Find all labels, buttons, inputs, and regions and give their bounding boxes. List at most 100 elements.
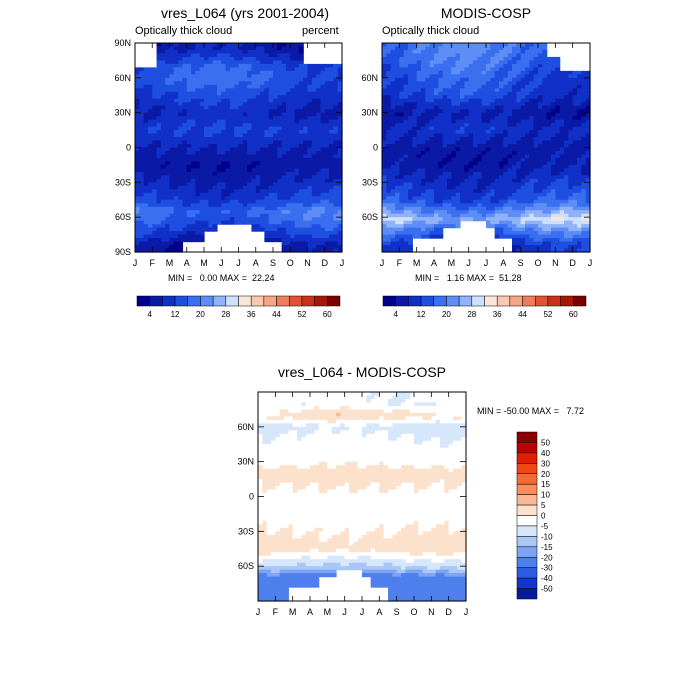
heatmap-cell (542, 81, 548, 86)
heatmap-cell (320, 130, 326, 135)
heatmap-cell (199, 56, 205, 62)
heatmap-cell (255, 109, 261, 114)
heatmap-cell (438, 203, 444, 208)
heatmap-cell (173, 203, 179, 208)
heatmap-cell (555, 70, 561, 75)
heatmap-cell (451, 88, 457, 93)
heatmap-cell (277, 109, 283, 114)
heatmap-cell (204, 123, 209, 128)
heatmap-cell (546, 154, 552, 159)
heatmap-cell (564, 192, 569, 197)
heatmap-cell (234, 175, 240, 180)
heatmap-cell (421, 210, 426, 215)
heatmap-cell (268, 192, 274, 197)
heatmap-cell (516, 161, 522, 166)
heatmap-cell (320, 220, 326, 225)
heatmap-cell (281, 102, 287, 107)
heatmap-cell (273, 126, 278, 131)
heatmap-cell (160, 53, 166, 58)
heatmap-cell (494, 130, 500, 135)
heatmap-cell (551, 189, 556, 194)
heatmap-cell (186, 84, 192, 89)
heatmap-cell (399, 84, 405, 89)
heatmap-cell (178, 116, 184, 121)
heatmap-cell (538, 112, 543, 117)
heatmap-cell (503, 46, 509, 51)
heatmap-cell (173, 245, 179, 250)
heatmap-cell (251, 119, 257, 124)
heatmap-cell (160, 231, 166, 236)
heatmap-cell (421, 91, 426, 96)
heatmap-cell (442, 98, 448, 103)
heatmap-cell (273, 238, 278, 243)
heatmap-cell (273, 88, 278, 93)
heatmap-cell (447, 43, 452, 48)
heatmap-cell (442, 91, 448, 96)
heatmap-cell (238, 43, 244, 48)
heatmap-cell (529, 161, 535, 166)
heatmap-cell (512, 133, 517, 138)
heatmap-cell (512, 84, 517, 89)
heatmap-cell (468, 168, 474, 173)
heatmap-cell (173, 140, 179, 145)
heatmap-cell (468, 81, 474, 86)
heatmap-cell (311, 74, 317, 79)
heatmap-cell (285, 171, 291, 176)
heatmap-cell (337, 84, 343, 89)
heatmap-cell (473, 203, 478, 208)
heatmap-cell (156, 112, 162, 117)
heatmap-cell (195, 116, 201, 121)
heatmap-cell (212, 185, 218, 190)
heatmap-cell (204, 196, 209, 201)
heatmap-cell (390, 206, 396, 211)
heatmap-cell (408, 175, 413, 180)
heatmap-cell (173, 123, 179, 128)
heatmap-cell (434, 168, 439, 173)
heatmap-cell (425, 91, 431, 96)
heatmap-cell (247, 60, 253, 65)
heatmap-cell (182, 84, 188, 89)
heatmap-cell (238, 182, 244, 187)
heatmap-cell (169, 203, 175, 208)
heatmap-cell (329, 234, 334, 239)
heatmap-cell (333, 199, 339, 204)
heatmap-cell (520, 53, 526, 58)
heatmap-cell (408, 140, 413, 145)
heatmap-cell (182, 74, 188, 79)
heatmap-cell (477, 116, 483, 121)
heatmap-cell (399, 144, 405, 149)
heatmap-cell (173, 70, 179, 75)
heatmap-cell (438, 116, 444, 121)
heatmap-cell (255, 46, 261, 51)
heatmap-cell (395, 102, 400, 107)
heatmap-cell (212, 77, 218, 82)
heatmap-cell (160, 199, 166, 204)
heatmap-cell (516, 140, 522, 145)
heatmap-cell (464, 185, 470, 190)
heatmap-cell (165, 189, 171, 194)
heatmap-cell (429, 43, 435, 48)
heatmap-cell (169, 164, 175, 169)
heatmap-cell (395, 154, 400, 159)
heatmap-cell (546, 112, 552, 117)
heatmap-cell (507, 123, 513, 128)
heatmap-cell (298, 53, 304, 58)
heatmap-cell (564, 105, 569, 110)
heatmap-cell (212, 126, 218, 131)
heatmap-cell (290, 185, 296, 190)
heatmap-cell (216, 91, 222, 96)
heatmap-cell (290, 161, 296, 166)
heatmap-cell (290, 105, 296, 110)
heatmap-cell (208, 119, 214, 124)
heatmap-cell (503, 196, 509, 201)
heatmap-cell (568, 154, 574, 159)
heatmap-cell (290, 175, 296, 180)
heatmap-cell (324, 84, 330, 89)
heatmap-cell (464, 70, 470, 75)
heatmap-cell (481, 70, 487, 75)
heatmap-cell (503, 192, 509, 197)
heatmap-cell (199, 157, 205, 163)
heatmap-cell (204, 67, 209, 72)
heatmap-cell (311, 126, 317, 131)
heatmap-cell (585, 164, 591, 169)
